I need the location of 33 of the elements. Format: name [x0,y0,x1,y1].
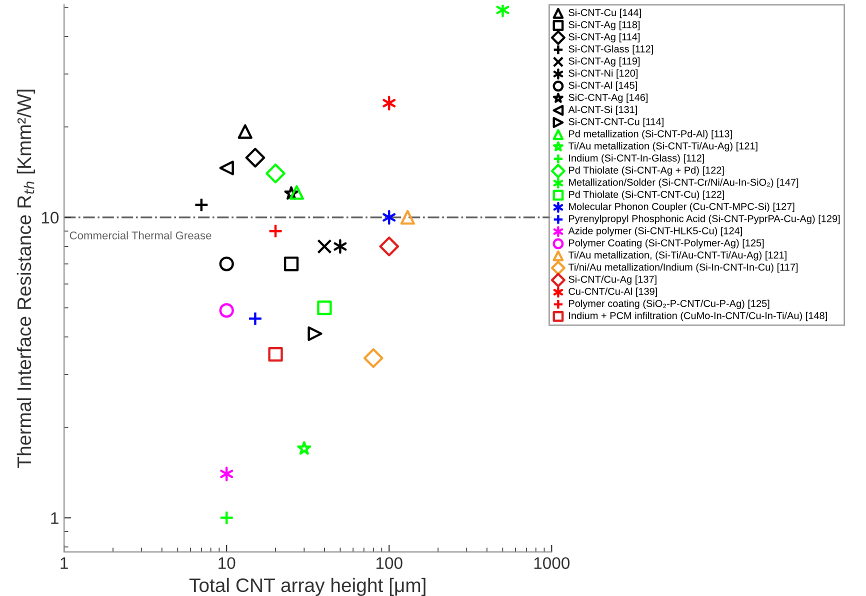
x-tick-label: 1000 [534,557,570,569]
legend-label: Cu-CNT/Cu-Al [139] [568,288,657,297]
legend-label: Si-CNT-Glass [112] [568,45,653,54]
legend-label: SiC-CNT-Ag [146] [568,94,648,103]
legend-label: Si-CNT-Al [145] [568,82,637,91]
legend-label: Ti/Au metallization, (Si-Ti/Au-CNT-Ti/Au-Ag) [121] [568,251,786,261]
legend-label: Si-CNT/Cu-Ag [137] [568,275,656,285]
x-tick-label: 1 [60,557,68,569]
legend-label: Polymer coating (SiO₂-P-CNT/Cu-P-Ag) [125] [569,300,770,310]
legend-label: Si-CNT-Ni [120] [568,69,638,79]
legend-label: Ti/Au metallization (Si-CNT-Ti/Au-Ag) [121] [568,142,758,152]
legend-label: Pd Thiolate (Si-CNT-CNT-Cu) [122] [569,190,724,200]
legend-label: Si-CNT-Ag [118] [568,20,640,30]
legend-label: Indium (Si-CNT-In-Glass) [112] [569,154,704,164]
legend-label: Polymer Coating (Si-CNT-Polymer-Ag) [125] [569,239,764,248]
legend-label: Pd metallization (Si-CNT-Pd-Al) [113] [569,130,732,140]
legend-label: Si-CNT-Ag [119] [568,57,640,67]
x-tick-label: 100 [376,557,402,569]
legend-label: Al-CNT-Si [131] [568,106,637,116]
legend-label: Azide polymer (Si-CNT-HLK5-Cu) [124] [568,226,742,236]
ref-line-label: Commercial Thermal Grease [70,231,212,240]
legend-label: Si-CNT-Cu [144] [568,8,641,18]
legend-label: Si-CNT-CNT-Cu [114] [568,118,664,128]
legend-label: Pyrenylpropyl Phosphonic Acid (Si-CNT-PyprPA-Cu-Ag) [129] [569,214,840,224]
legend-label: Si-CNT-Ag [114] [568,33,640,42]
y-axis-title: Thermal Interface Resistance R$_{th}$ [Kmm²/W] [16,90,35,468]
legend-label: Indium + PCM infiltration (CuMo-In-CNT/Cu-In-Ti/Au) [148] [569,312,827,322]
legend-label: Metallization/Solder (Si-CNT-Cr/Ni/Au-In-SiO₂) [147] [569,178,798,188]
legend-label: Molecular Phonon Coupler (Cu-CNT-MPC-Si) [127] [569,202,794,212]
legend-label: Ti/ni/Au metallization/Indium (Si-In-CNT-In-Cu) [117] [568,263,798,273]
x-axis-title: Total CNT array height [μm] [189,578,426,596]
legend-label: Pd Thiolate (Si-CNT-Ag + Pd) [122] [569,166,724,176]
x-tick-label: 10 [218,557,236,569]
